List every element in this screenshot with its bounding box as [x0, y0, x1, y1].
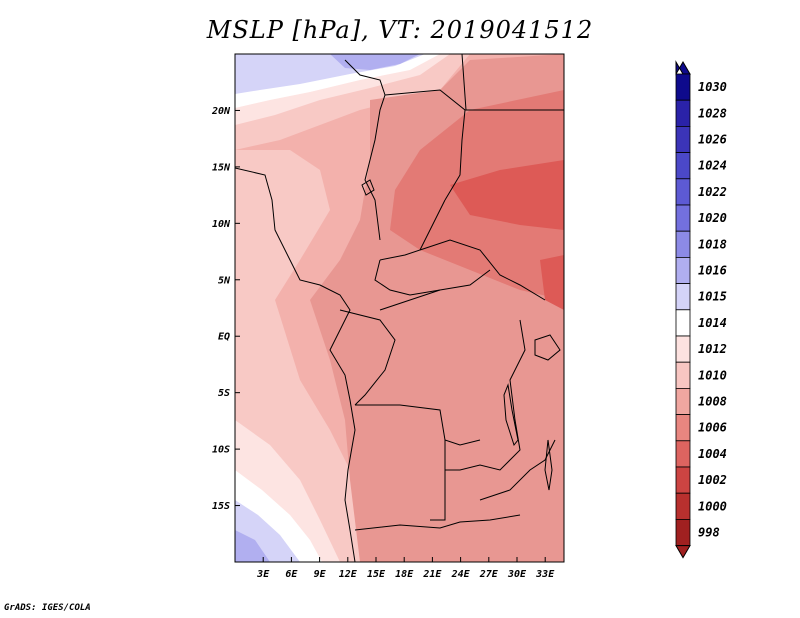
- border-namibia: [354, 514, 521, 531]
- colorbar-swatch: [675, 204, 691, 232]
- lake-malawi: [544, 439, 553, 491]
- x-tick-label: 15E: [367, 569, 386, 580]
- colorbar-label: 1000: [698, 499, 727, 513]
- colorbar-swatch: [675, 466, 691, 494]
- colorbar-label: 1002: [698, 473, 727, 487]
- border-south-sudan: [419, 239, 546, 301]
- y-tick-label: 10S: [212, 445, 230, 456]
- x-tick-label: 30E: [507, 569, 527, 580]
- x-tick-label: 3E: [256, 569, 270, 580]
- colorbar-swatch: [675, 99, 691, 127]
- colorbar-swatch: [675, 126, 691, 154]
- lake-victoria: [534, 334, 561, 361]
- x-tick-label: 6E: [285, 569, 298, 580]
- border-car: [374, 259, 491, 296]
- colorbar-label: 1008: [698, 395, 727, 409]
- colorbar-swatch: [675, 335, 691, 363]
- x-tick-label: 9E: [314, 569, 327, 580]
- colorbar-swatch: [675, 230, 691, 258]
- colorbar-swatch: [675, 414, 691, 442]
- border-drc-angola: [355, 404, 481, 446]
- lake-chad: [361, 179, 375, 196]
- x-tick-label: 12E: [339, 569, 358, 580]
- field-sudan-1004: [450, 160, 564, 230]
- x-tick-label: 21E: [422, 569, 442, 580]
- colorbar-swatch: [675, 152, 691, 180]
- colorbar-label: 1020: [698, 211, 727, 225]
- pressure-field: [235, 54, 564, 562]
- border-angola-zambia: [430, 440, 446, 521]
- colorbar-label: 1010: [698, 368, 727, 382]
- colorbar-label: 1006: [698, 421, 727, 435]
- colorbar-swatch: [675, 492, 691, 520]
- colorbar-label: 1016: [698, 264, 727, 278]
- map-frame: [234, 53, 565, 563]
- y-tick-label: 15N: [212, 162, 231, 173]
- colorbar-swatch: [675, 309, 691, 337]
- colorbar-swatch: [675, 73, 691, 101]
- y-tick-label: 5N: [218, 275, 231, 286]
- colorbar-label: 1004: [698, 447, 727, 461]
- x-tick-label: 24E: [451, 569, 471, 580]
- colorbar-swatch: [675, 440, 691, 468]
- x-tick-label: 33E: [535, 569, 555, 580]
- colorbar-label: 998: [698, 526, 720, 540]
- y-tick-label: 15S: [212, 501, 230, 512]
- colorbar-label: 1015: [698, 290, 727, 304]
- grads-credit: GrADS: IGES/COLA: [4, 603, 91, 613]
- colorbar-arrow-bottom: [675, 545, 691, 559]
- colorbar-label: 1028: [698, 106, 727, 120]
- y-tick-label: 5S: [218, 388, 230, 399]
- y-tick-label: 20N: [211, 106, 231, 117]
- border-drc-east: [445, 319, 526, 471]
- coastline-west: [235, 167, 356, 562]
- colorbar-label: 1014: [698, 316, 727, 330]
- colorbar: 1030 1028 1026 1024 1022 1020 1018 1016 1015 1014…: [675, 60, 727, 559]
- colorbar-arrow-top: [675, 60, 691, 76]
- border-congo-drc: [339, 309, 396, 406]
- border-egypt-sudan: [461, 54, 564, 111]
- x-tick-label: 18E: [395, 569, 414, 580]
- y-tick-label: EQ: [218, 332, 230, 343]
- field-atlantic-1018: [235, 530, 270, 562]
- colorbar-swatch: [675, 361, 691, 389]
- border-sahara: [344, 59, 386, 241]
- colorbar-label: 1012: [698, 342, 727, 356]
- y-axis: 20N 15N 10N 5N EQ 5S 10S 15S: [211, 106, 240, 512]
- colorbar-swatch: [675, 283, 691, 311]
- field-east-1004: [540, 255, 564, 310]
- border-libya-chad: [384, 89, 466, 201]
- border-zambia-east: [479, 439, 556, 501]
- lake-tanganyika: [503, 383, 519, 447]
- colorbar-label: 1018: [698, 237, 727, 251]
- y-tick-label: 10N: [212, 219, 231, 230]
- chart-title: MSLP [hPa], VT: 2019041512: [206, 16, 594, 44]
- x-axis: 3E 6E 9E 12E 15E 18E 21E 24E 27E 30E 33E: [256, 557, 555, 580]
- country-borders: [235, 54, 564, 562]
- colorbar-label: 1022: [698, 185, 727, 199]
- colorbar-swatch: [675, 519, 691, 547]
- field-north-1018: [330, 54, 420, 70]
- x-tick-label: 27E: [479, 569, 499, 580]
- colorbar-label: 1030: [698, 80, 727, 94]
- colorbar-label: 1024: [698, 159, 727, 173]
- border-drc-north: [379, 289, 441, 311]
- colorbar-label: 1026: [698, 133, 727, 147]
- colorbar-swatch: [675, 178, 691, 206]
- colorbar-swatch: [675, 387, 691, 415]
- colorbar-swatch: [675, 256, 691, 284]
